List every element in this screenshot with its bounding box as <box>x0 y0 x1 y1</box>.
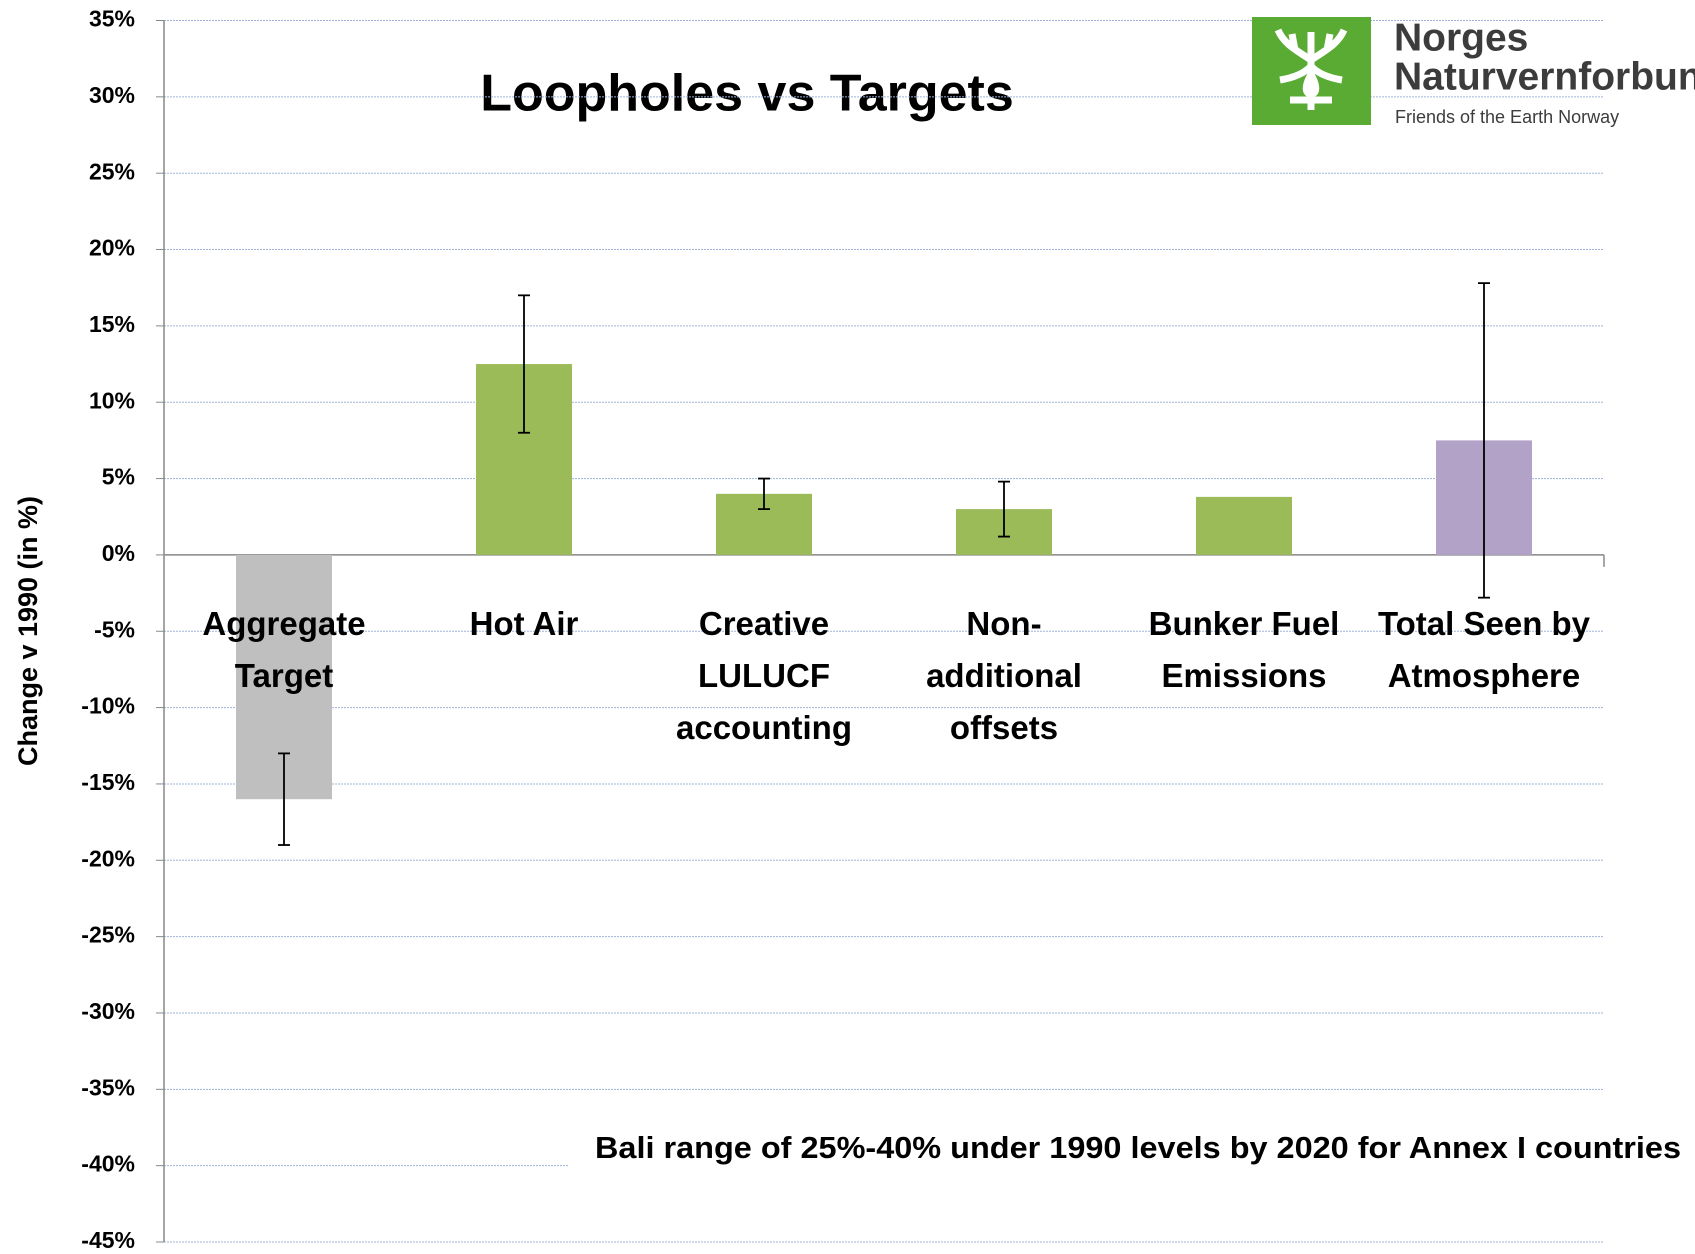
error-bar <box>278 752 290 846</box>
x-tick-label: Bunker Fuel Emissions <box>1148 605 1340 694</box>
y-tick-label: 35% <box>89 6 135 32</box>
y-tick-label: 15% <box>89 311 135 337</box>
bar <box>1196 496 1292 555</box>
y-tick-label: -5% <box>94 616 135 642</box>
x-tick-label: Total Seen by Atmosphere <box>1377 605 1591 694</box>
x-tick-label: Hot Air <box>469 605 579 642</box>
y-tick-label: 0% <box>102 540 135 566</box>
logo-tagline: Friends of the Earth Norway <box>1395 107 1619 127</box>
annotation-bg <box>568 1118 1695 1180</box>
y-tick-label: 10% <box>89 387 135 413</box>
x-tick-label: Non- additional offsets <box>926 605 1082 746</box>
x-tick-label: Aggregate Target <box>202 605 366 694</box>
y-tick-label: -10% <box>81 693 135 719</box>
y-tick-label: -20% <box>81 845 135 871</box>
y-tick-label: -30% <box>81 998 135 1024</box>
y-tick-label: -45% <box>81 1227 135 1253</box>
y-tick-label: -15% <box>81 769 135 795</box>
error-bar <box>1478 282 1490 599</box>
chart-title: Loopholes vs Targets <box>480 65 1014 123</box>
error-bar <box>758 477 770 511</box>
error-bar <box>998 480 1010 538</box>
error-bar <box>518 294 530 434</box>
y-tick-label: 25% <box>89 158 135 184</box>
y-tick-label: -35% <box>81 1074 135 1100</box>
y-tick-label: -40% <box>81 1151 135 1177</box>
y-tick-label: -25% <box>81 922 135 948</box>
logo-name: Norges <box>1394 16 1528 59</box>
logo-drop <box>1302 68 1320 98</box>
annotation: Bali range of 25%-40% under 1990 levels … <box>595 1130 1681 1165</box>
y-axis-label: Change v 1990 (in %) <box>13 496 43 766</box>
logo-name: Naturvernforbund <box>1394 55 1695 98</box>
y-tick-label: 20% <box>89 235 135 261</box>
logo: Norges Naturvernforbund Friends of the E… <box>1252 16 1695 127</box>
x-tick-label: Creative LULUCF accounting <box>675 605 852 746</box>
y-tick-label: 5% <box>102 464 135 490</box>
y-tick-label: 30% <box>89 82 135 108</box>
